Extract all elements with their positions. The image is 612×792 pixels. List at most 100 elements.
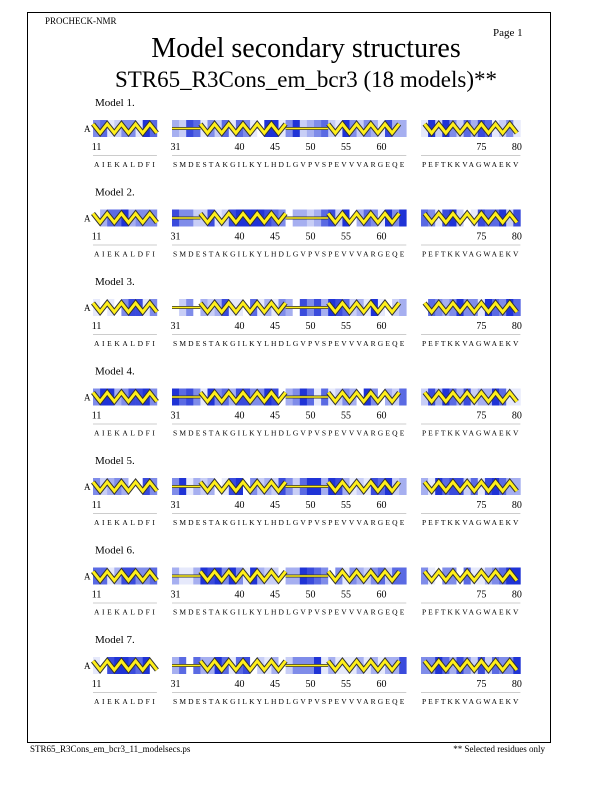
sequence: AIEKALDFI xyxy=(94,518,155,527)
title: Model secondary structures xyxy=(151,33,460,64)
model-label: Model 5. xyxy=(95,455,135,467)
residue-number: 55 xyxy=(341,411,351,422)
residue-shade xyxy=(470,209,479,227)
residue-shade xyxy=(399,209,407,227)
residue-number: 50 xyxy=(305,142,315,153)
residue-number: 50 xyxy=(305,321,315,332)
residue-number: 11 xyxy=(92,679,102,690)
residue-shade xyxy=(442,209,450,227)
residue-shade xyxy=(456,388,464,406)
residue-shade xyxy=(513,657,521,674)
residue-number: 80 xyxy=(512,411,522,422)
helix xyxy=(327,658,401,673)
residue-shade xyxy=(484,567,493,585)
residue-shade xyxy=(477,567,486,585)
residue-number: 50 xyxy=(305,679,315,690)
residue-number: 45 xyxy=(270,321,280,332)
helix xyxy=(423,658,519,673)
model-label: Model 4. xyxy=(95,366,135,378)
residue-shade xyxy=(399,478,407,495)
helix xyxy=(199,479,287,494)
residue-shade xyxy=(449,478,457,495)
residue-number: 45 xyxy=(270,142,280,153)
residue-shade xyxy=(463,657,471,674)
residue-number: 40 xyxy=(234,232,244,243)
residue-shade xyxy=(442,299,450,316)
residue-shade xyxy=(435,657,443,674)
residue-number: 45 xyxy=(270,500,280,511)
residue-number: 31 xyxy=(171,679,181,690)
sequence: AIEKALDFI xyxy=(94,250,155,259)
residue-shade xyxy=(499,120,507,137)
residue-shade xyxy=(421,120,429,137)
sequence: AIEKALDFI xyxy=(94,429,155,438)
residue-shade xyxy=(492,388,500,406)
model-block: Model 4. A11 AIEKALDFI 31 40 45 50 55 60 SMDESTAK… xyxy=(84,366,522,438)
helix xyxy=(423,390,519,404)
residue-shade xyxy=(470,657,479,674)
residue-number: 55 xyxy=(341,500,351,511)
residue-shade xyxy=(484,209,493,227)
chain-label: A xyxy=(84,661,91,671)
model-block: Model 3. A11 AIEKALDFI 31 40 45 50 55 60 SMDESTAK… xyxy=(84,276,522,348)
residue-shade xyxy=(513,209,521,227)
residue-shade xyxy=(463,299,471,316)
residue-number: 50 xyxy=(305,590,315,601)
residue-number: 60 xyxy=(376,142,386,153)
residue-shade xyxy=(421,657,429,674)
residue-number: 80 xyxy=(512,321,522,332)
residue-shade xyxy=(477,388,486,406)
residue-shade xyxy=(477,299,486,316)
sequence: SMDESTAKGILKYLHDLGVPVSPEVVVARGEQE xyxy=(173,160,405,169)
residue-number: 60 xyxy=(376,232,386,243)
residue-number: 55 xyxy=(341,142,351,153)
residue-number: 11 xyxy=(92,411,102,422)
sequence: AIEKALDFI xyxy=(94,339,155,348)
residue-shade xyxy=(456,120,464,137)
page-number: Page 1 xyxy=(493,27,523,39)
helix xyxy=(423,211,519,225)
helix xyxy=(199,658,287,673)
helix xyxy=(199,569,287,583)
residue-shade xyxy=(506,120,514,137)
residue-number: 40 xyxy=(234,590,244,601)
residue-shade xyxy=(421,209,429,227)
residue-shade xyxy=(449,299,457,316)
helix xyxy=(327,569,401,583)
residue-shade xyxy=(492,478,500,495)
residue-number: 40 xyxy=(234,142,244,153)
page-border xyxy=(27,12,551,743)
residue-number: 75 xyxy=(476,321,486,332)
helix xyxy=(423,121,519,136)
residue-number: 31 xyxy=(171,590,181,601)
residue-shade xyxy=(399,567,407,585)
sequence: PEFTKKVAGWAEKV xyxy=(422,250,519,259)
model-block: Model 7. A11 AIEKALDFI 31 40 45 50 55 60 SMDESTAK… xyxy=(84,634,522,706)
helix xyxy=(199,390,287,404)
residue-number: 50 xyxy=(305,232,315,243)
residue-shade xyxy=(421,299,429,316)
program-name: PROCHECK-NMR xyxy=(45,16,117,26)
sequence: SMDESTAKGILKYLHDLGVPVSPEVVVARGEQE xyxy=(173,697,405,706)
subtitle: STR65_R3Cons_em_bcr3 (18 models)** xyxy=(115,67,497,92)
sequence: PEFTKKVAGWAEKV xyxy=(422,339,519,348)
helix xyxy=(91,121,159,136)
helix xyxy=(327,479,401,494)
helix xyxy=(327,121,401,136)
helix xyxy=(91,569,159,583)
residue-shade xyxy=(456,299,464,316)
helix xyxy=(199,211,287,225)
residue-shade xyxy=(484,657,493,674)
residue-shade xyxy=(456,567,464,585)
residue-shade xyxy=(513,478,521,495)
residue-shade xyxy=(499,388,507,406)
sequence: PEFTKKVAGWAEKV xyxy=(422,160,519,169)
residue-shade xyxy=(428,657,436,674)
helix xyxy=(91,211,159,225)
residue-shade xyxy=(421,478,429,495)
residue-number: 11 xyxy=(92,500,102,511)
model-label: Model 3. xyxy=(95,276,135,288)
sequence: PEFTKKVAGWAEKV xyxy=(422,429,519,438)
residue-number: 60 xyxy=(376,679,386,690)
residue-shade xyxy=(492,209,500,227)
